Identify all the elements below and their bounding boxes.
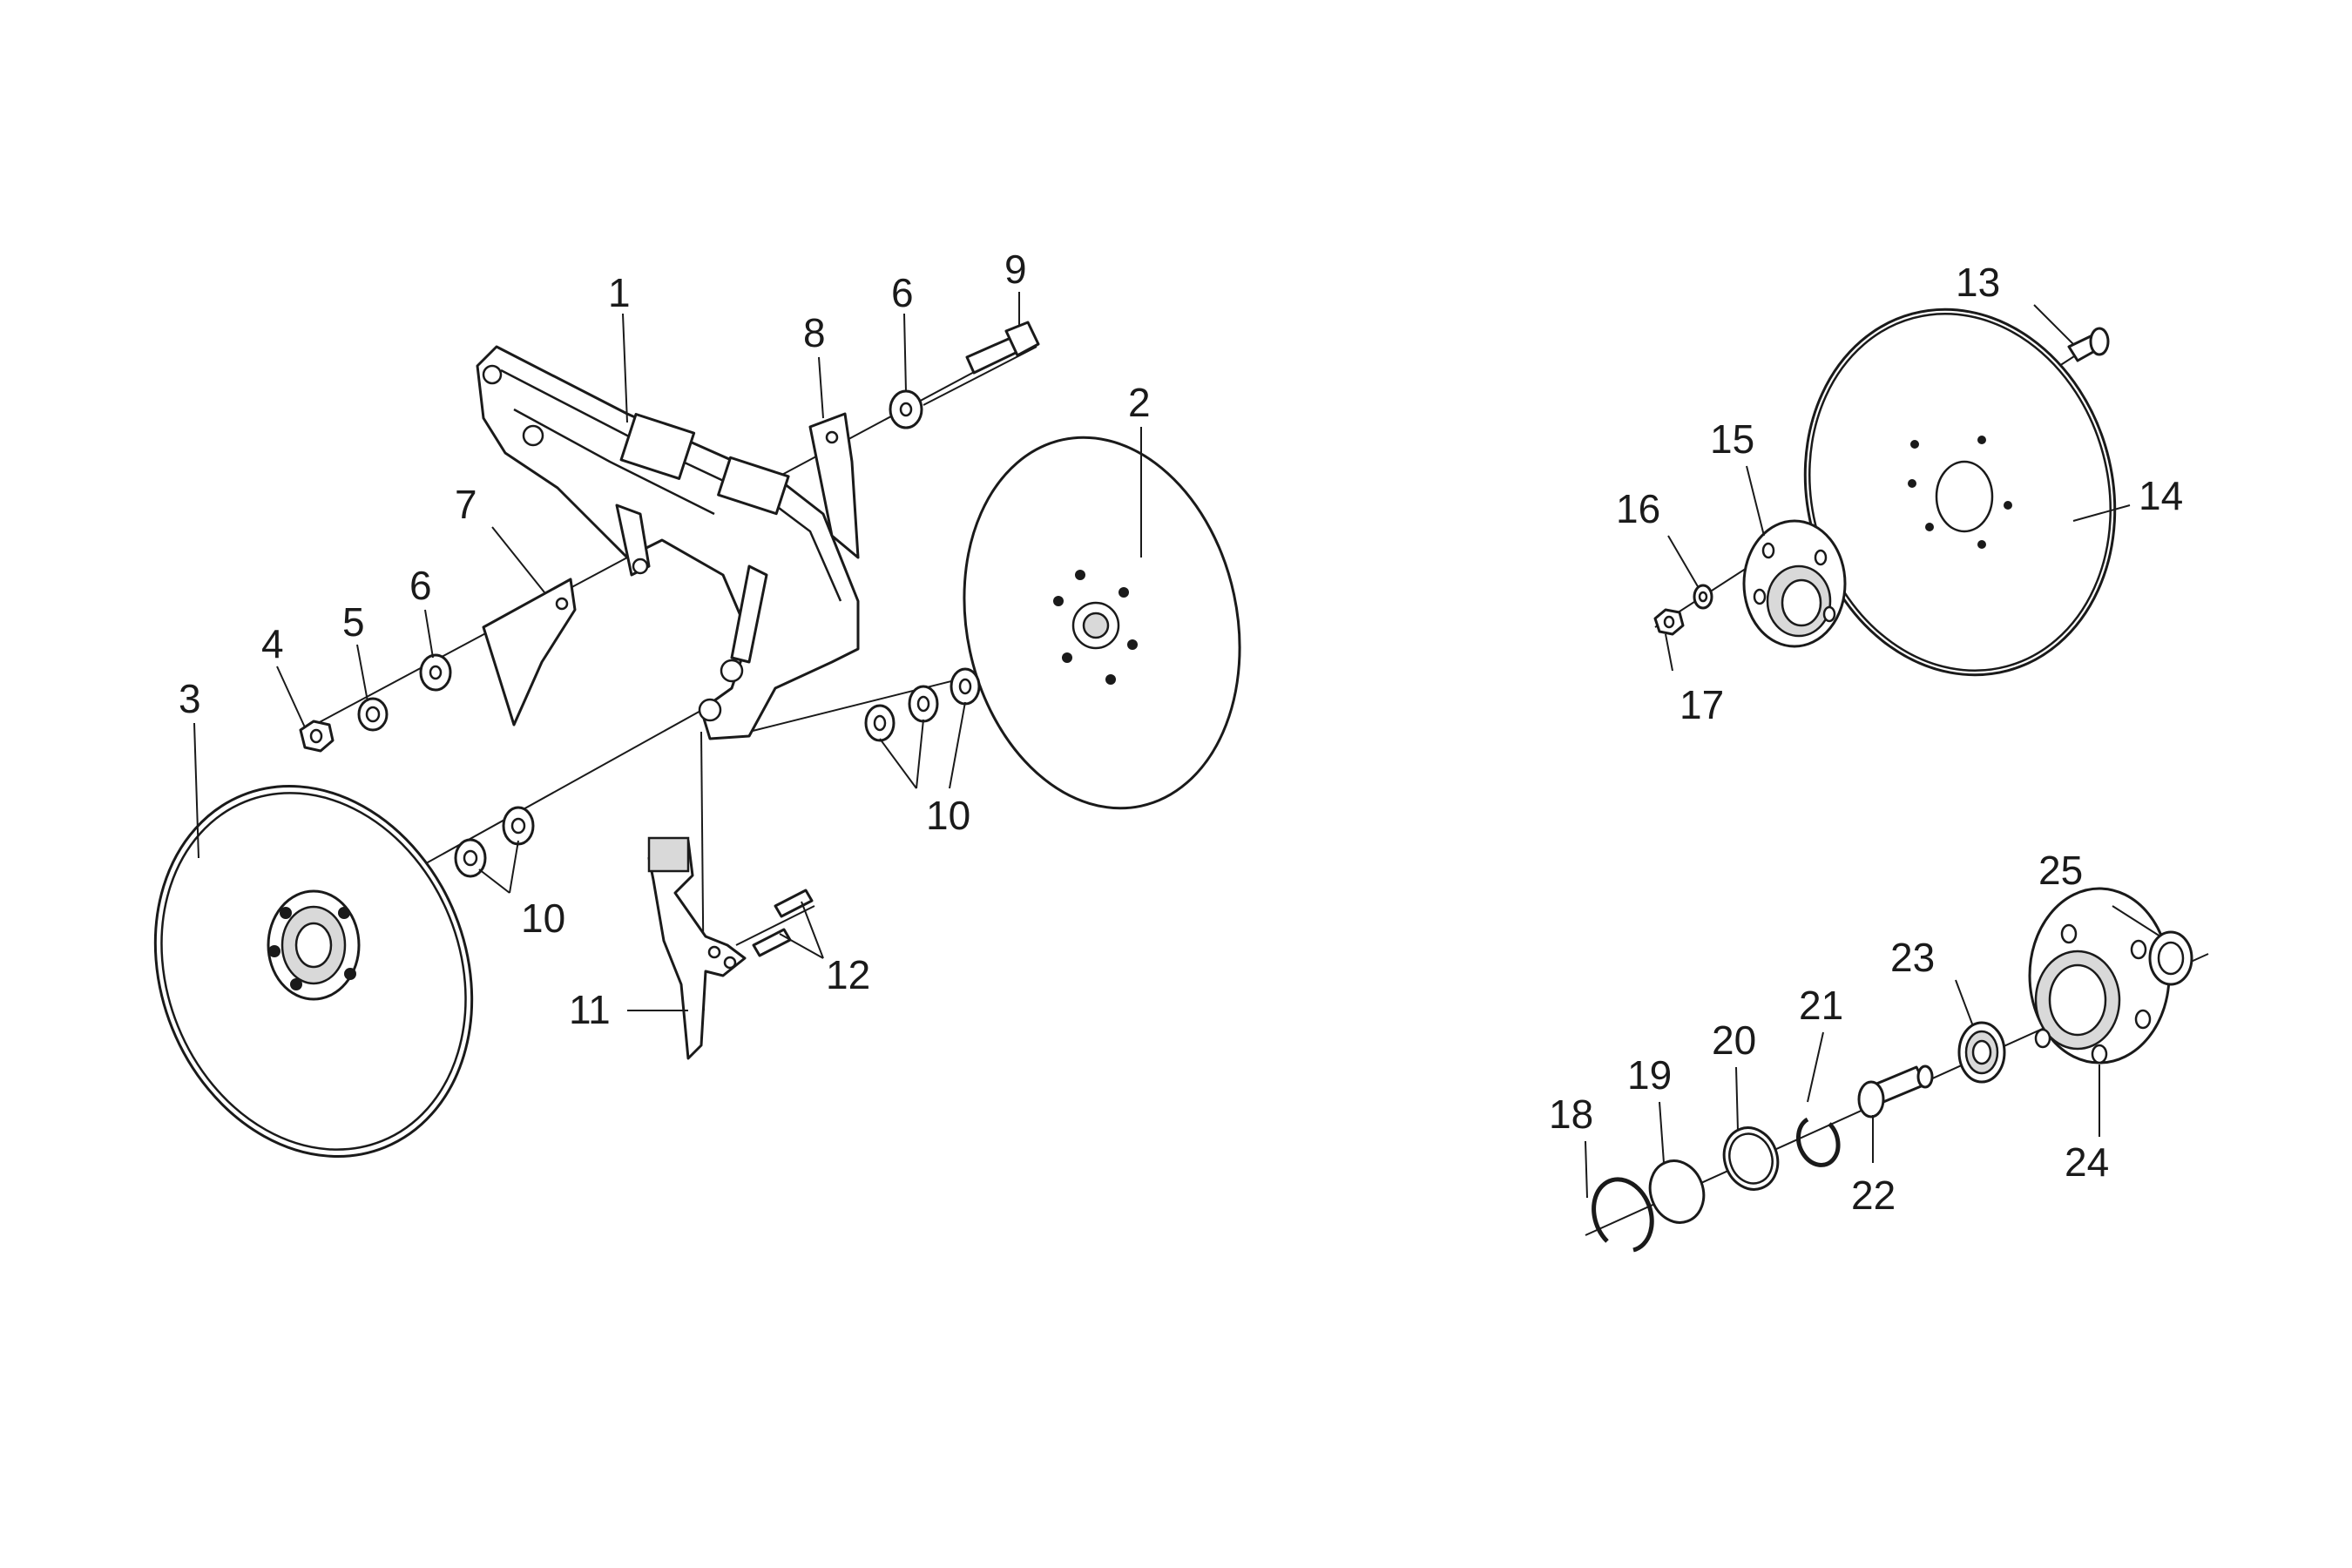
callout-22: 22 bbox=[1851, 1173, 1896, 1218]
part-18-snap-ring bbox=[1592, 1177, 1654, 1253]
callout-3: 3 bbox=[179, 676, 201, 721]
callout-7: 7 bbox=[455, 482, 477, 527]
callout-10b: 10 bbox=[926, 793, 970, 838]
callout-23: 23 bbox=[1890, 935, 1935, 980]
part-9-bolt bbox=[965, 321, 1040, 375]
callout-11: 11 bbox=[569, 987, 611, 1032]
part-17-nut bbox=[1653, 608, 1685, 636]
part-10-shims-left bbox=[454, 806, 535, 878]
part-20-seal-ring bbox=[1722, 1126, 1780, 1191]
part-25-seal bbox=[2148, 930, 2193, 986]
part-16-washer bbox=[1693, 584, 1713, 610]
part-23-bearing bbox=[1957, 1021, 2006, 1084]
part-3-disc-blade bbox=[153, 785, 474, 1158]
callout-19: 19 bbox=[1627, 1052, 1672, 1098]
part-1-frame-arm bbox=[476, 345, 860, 740]
part-8-scraper-blade bbox=[808, 412, 860, 559]
callout-10a: 10 bbox=[521, 896, 565, 941]
part-15-hub bbox=[1742, 519, 1847, 648]
callout-16: 16 bbox=[1616, 486, 1660, 531]
part-4-nut bbox=[299, 720, 335, 753]
part-13-bolt bbox=[2067, 327, 2110, 362]
part-5-lock-washer bbox=[357, 697, 389, 732]
part-6-washer-upper bbox=[889, 389, 923, 429]
callout-17: 17 bbox=[1680, 682, 1724, 727]
callout-14: 14 bbox=[2139, 473, 2183, 518]
callout-6a: 6 bbox=[409, 563, 432, 608]
callout-4: 4 bbox=[261, 621, 284, 666]
part-24-hub-housing bbox=[2028, 887, 2171, 1064]
callout-15: 15 bbox=[1710, 416, 1754, 462]
part-22-shaft bbox=[1857, 1064, 1934, 1119]
callout-2: 2 bbox=[1128, 380, 1151, 425]
callout-20: 20 bbox=[1712, 1017, 1756, 1063]
part-19-cap bbox=[1648, 1159, 1706, 1224]
callout-18: 18 bbox=[1549, 1092, 1593, 1137]
callout-13: 13 bbox=[1956, 260, 2000, 305]
callout-6b: 6 bbox=[891, 270, 914, 315]
part-2-disc-blade bbox=[963, 436, 1241, 810]
part-12-pins bbox=[752, 889, 814, 957]
part-21-circlip bbox=[1796, 1117, 1841, 1167]
part-7-scraper-plate bbox=[482, 578, 577, 727]
callout-25: 25 bbox=[2038, 848, 2083, 893]
leader-lines bbox=[193, 292, 2161, 1199]
part-11-seed-boot bbox=[647, 836, 747, 1060]
callout-9: 9 bbox=[1004, 247, 1027, 292]
callout-21: 21 bbox=[1799, 983, 1843, 1028]
callout-8: 8 bbox=[803, 310, 826, 355]
part-6-washer-lower bbox=[419, 653, 452, 692]
callout-5: 5 bbox=[342, 599, 365, 645]
callout-1: 1 bbox=[608, 270, 631, 315]
callout-12: 12 bbox=[826, 952, 870, 997]
callout-24: 24 bbox=[2065, 1139, 2109, 1185]
callout-labels: 1 2 3 4 5 6 6 7 8 9 10 10 11 12 13 14 15… bbox=[179, 247, 2183, 1218]
